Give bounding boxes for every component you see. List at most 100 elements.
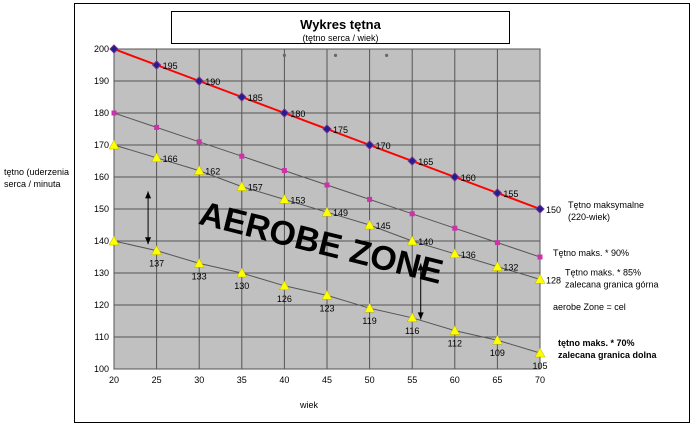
data-label: 149 (333, 208, 348, 218)
data-label: 190 (205, 77, 220, 87)
data-label: 185 (248, 93, 263, 103)
y-tick-label: 150 (94, 204, 109, 214)
x-tick-label: 55 (407, 375, 417, 385)
data-label: 195 (163, 61, 178, 71)
x-tick-label: 70 (535, 375, 545, 385)
data-label: 119 (362, 316, 376, 326)
data-label: 180 (290, 109, 305, 119)
data-point (108, 139, 120, 150)
y-tick-label: 200 (94, 44, 109, 54)
data-point (535, 204, 545, 214)
zone-note: aerobe Zone = cel (553, 302, 626, 312)
data-point (491, 334, 503, 345)
data-label: 130 (234, 281, 249, 291)
series-name-label: zalecana granica górna (565, 279, 659, 289)
data-point (278, 193, 290, 204)
x-tick-label: 40 (279, 375, 289, 385)
data-label: 123 (319, 303, 334, 313)
data-point (281, 168, 287, 174)
chart-title-box: Wykres tętna (tętno serca / wiek) (171, 11, 510, 44)
data-label: 150 (546, 205, 561, 215)
data-point (452, 225, 458, 231)
y-tick-label: 190 (94, 76, 109, 86)
data-label: 105 (532, 361, 547, 371)
data-label: 160 (461, 173, 476, 183)
series-name-label: zalecana granica dolna (558, 350, 658, 360)
data-label: 132 (503, 263, 518, 273)
data-point (449, 325, 461, 335)
stray-point (282, 53, 286, 58)
x-tick-label: 20 (109, 375, 119, 385)
stray-point (385, 53, 389, 58)
data-point (449, 248, 461, 259)
x-tick-label: 30 (194, 375, 204, 385)
data-point (193, 165, 205, 175)
zone-arrow-left-head-top (145, 191, 152, 199)
data-label: 136 (461, 250, 476, 260)
y-tick-label: 120 (94, 300, 109, 310)
data-label: 140 (418, 237, 433, 247)
data-point (534, 273, 546, 284)
x-tick-label: 60 (450, 375, 460, 385)
data-point (494, 240, 500, 246)
data-point (406, 235, 418, 246)
zone-arrow-left-head-bottom (145, 237, 152, 245)
x-tick-label: 35 (237, 375, 247, 385)
data-point (321, 206, 333, 217)
data-point (278, 280, 290, 291)
y-tick-label: 160 (94, 172, 109, 182)
data-point (108, 235, 120, 246)
data-point (193, 257, 205, 268)
data-point (409, 211, 415, 217)
y-axis-label: tętno (uderzenia serca / minuta (4, 167, 70, 189)
series-name-label: Tętno maks. * 90% (553, 248, 629, 258)
data-point (196, 139, 202, 145)
zone-arrow-right-head-bottom (417, 312, 424, 320)
data-label: 166 (163, 154, 178, 164)
x-tick-label: 65 (492, 375, 502, 385)
data-point (534, 347, 546, 358)
y-tick-label: 170 (94, 140, 109, 150)
data-point (364, 140, 375, 150)
data-point (537, 254, 543, 260)
data-point (109, 44, 119, 54)
y-tick-label: 100 (94, 364, 109, 374)
data-point (406, 312, 418, 323)
data-label: 128 (546, 275, 561, 285)
data-label: 133 (192, 271, 207, 281)
x-tick-label: 45 (322, 375, 332, 385)
data-label: 170 (376, 141, 391, 151)
data-label: 109 (490, 348, 505, 358)
x-tick-label: 50 (365, 375, 375, 385)
data-point (407, 156, 417, 166)
data-label: 155 (503, 189, 518, 199)
chart-frame (74, 3, 690, 423)
zone-arrow-right-head-top (417, 263, 424, 271)
data-point (237, 92, 247, 102)
y-tick-label: 130 (94, 268, 109, 278)
y-tick-label: 110 (95, 332, 109, 342)
data-point (236, 267, 248, 278)
data-point (194, 76, 204, 86)
data-point (450, 172, 460, 182)
data-point (492, 188, 503, 198)
x-tick-label: 25 (152, 375, 162, 385)
data-point (367, 196, 373, 202)
y-tick-label: 140 (94, 236, 109, 246)
data-point (364, 302, 376, 313)
chart-subtitle: (tętno serca / wiek) (302, 33, 379, 43)
data-label: 157 (248, 183, 263, 193)
data-label: 153 (290, 195, 305, 205)
chart-title: Wykres tętna (300, 17, 381, 32)
stray-point (333, 53, 338, 58)
data-point (279, 108, 290, 118)
data-point (111, 110, 117, 116)
data-label: 165 (418, 157, 433, 167)
data-point (321, 289, 333, 300)
data-point (324, 182, 330, 188)
data-point (322, 124, 332, 134)
data-label: 162 (205, 167, 220, 177)
data-point (154, 124, 160, 130)
series-name-label: (220-wiek) (568, 212, 610, 222)
